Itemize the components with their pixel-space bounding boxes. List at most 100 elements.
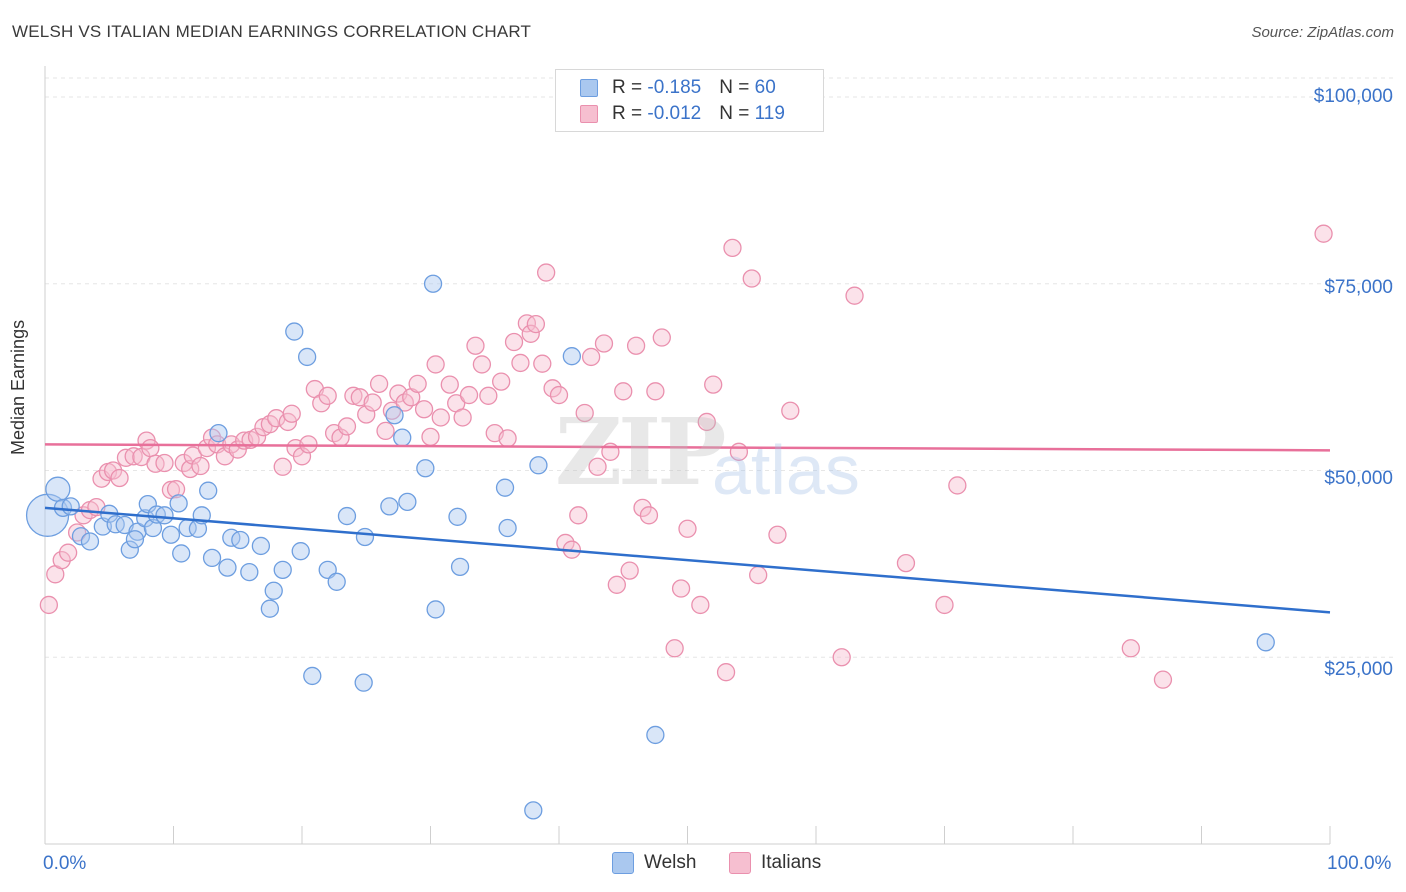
italians-point (594, 334, 614, 353)
italians-point (845, 286, 864, 305)
welsh-point (240, 562, 259, 582)
welsh-point (273, 560, 292, 580)
welsh-point (161, 525, 181, 544)
welsh-point (426, 600, 445, 619)
italians-trend-line (44, 443, 1331, 452)
italians-point (408, 374, 427, 393)
legend-item-italians: Italians (729, 852, 821, 874)
italians-point (103, 461, 123, 480)
italians-point (421, 427, 440, 447)
y-tick-label: $100,000 (1313, 86, 1393, 107)
welsh-points (25, 274, 1275, 820)
italians-point (549, 385, 569, 405)
legend-row-italians: R = -0.012 N = 119 (580, 102, 785, 126)
italians-point (141, 438, 160, 458)
trend-lines (44, 443, 1331, 614)
italians-point (414, 400, 434, 419)
series-legend: Welsh Italians (0, 852, 1406, 878)
italians-point (166, 480, 186, 499)
welsh-point (450, 557, 470, 577)
italians-n-label: N = (719, 103, 755, 124)
italians-point (466, 336, 485, 355)
welsh-point (291, 542, 310, 561)
legend-row-welsh: R = -0.185 N = 60 (580, 76, 776, 100)
welsh-point (136, 509, 155, 528)
italians-point (273, 457, 292, 476)
italians-point (511, 353, 530, 373)
italians-point (691, 595, 710, 615)
welsh-point (303, 666, 322, 686)
italians-point (124, 447, 143, 466)
welsh-point (169, 494, 188, 513)
italians-point (749, 565, 768, 585)
welsh-n-value: 60 (754, 77, 776, 98)
italians-point (781, 401, 800, 420)
italians-point (665, 639, 684, 658)
italians-point (161, 480, 181, 500)
italians-point (498, 429, 517, 448)
italians-point (1121, 639, 1140, 658)
italians-point (521, 324, 540, 343)
italians-point (614, 382, 633, 401)
italians-point (607, 575, 626, 594)
italians-point (282, 404, 301, 423)
italians-point (935, 595, 954, 615)
italians-point (52, 550, 71, 570)
x-tick-label: 0.0% (43, 853, 87, 874)
italians-point (431, 408, 450, 427)
welsh-point (498, 518, 517, 538)
italians-point (537, 263, 556, 282)
chart-title: WELSH VS ITALIAN MEDIAN EARNINGS CORRELA… (12, 22, 532, 41)
italians-point (110, 468, 129, 488)
italians-point (459, 385, 479, 405)
italians-legend-swatch (729, 852, 751, 874)
italians-point (376, 421, 395, 441)
italians-r-value: -0.012 (647, 103, 702, 124)
welsh-point (355, 527, 375, 547)
italians-point (671, 579, 691, 598)
welsh-point (423, 274, 443, 293)
welsh-trend-line (44, 506, 1331, 614)
italians-point (1314, 224, 1333, 243)
italians-point (426, 355, 445, 374)
welsh-point (1256, 633, 1275, 652)
welsh-n-label: N = (719, 77, 755, 98)
stats-legend: R = -0.185 N = 60 R = -0.012 N = 119 (555, 69, 824, 132)
welsh-point (172, 544, 191, 563)
y-tick-label: $75,000 (1324, 277, 1393, 298)
italians-points (39, 224, 1333, 689)
welsh-point (231, 530, 250, 550)
welsh-point (385, 406, 404, 425)
welsh-point (143, 518, 163, 538)
y-tick-label: $50,000 (1324, 468, 1393, 489)
welsh-r-value: -0.185 (647, 77, 702, 98)
welsh-point (251, 536, 271, 556)
welsh-legend-swatch (612, 852, 634, 874)
welsh-point (45, 476, 71, 502)
italians-point (504, 332, 524, 352)
watermark-atlas: atlas (712, 431, 860, 509)
italians-point (39, 595, 59, 615)
welsh-point (495, 478, 515, 497)
welsh-point (147, 505, 166, 524)
italians-point (588, 457, 607, 476)
italians-point (697, 412, 716, 432)
italians-point (369, 374, 389, 393)
italians-point (526, 314, 546, 334)
italians-point (896, 553, 916, 573)
italians-point (492, 372, 511, 391)
welsh-point (155, 506, 174, 525)
italians-point (620, 561, 639, 580)
italians-point (533, 354, 552, 373)
italians-point (633, 498, 652, 518)
welsh-point (354, 673, 373, 692)
italians-swatch (580, 105, 598, 123)
welsh-point (264, 581, 283, 600)
axes (44, 66, 1331, 845)
welsh-point (416, 459, 435, 478)
welsh-point (125, 530, 145, 549)
welsh-legend-label: Welsh (644, 852, 697, 873)
welsh-swatch (580, 79, 598, 97)
italians-point (543, 379, 562, 398)
